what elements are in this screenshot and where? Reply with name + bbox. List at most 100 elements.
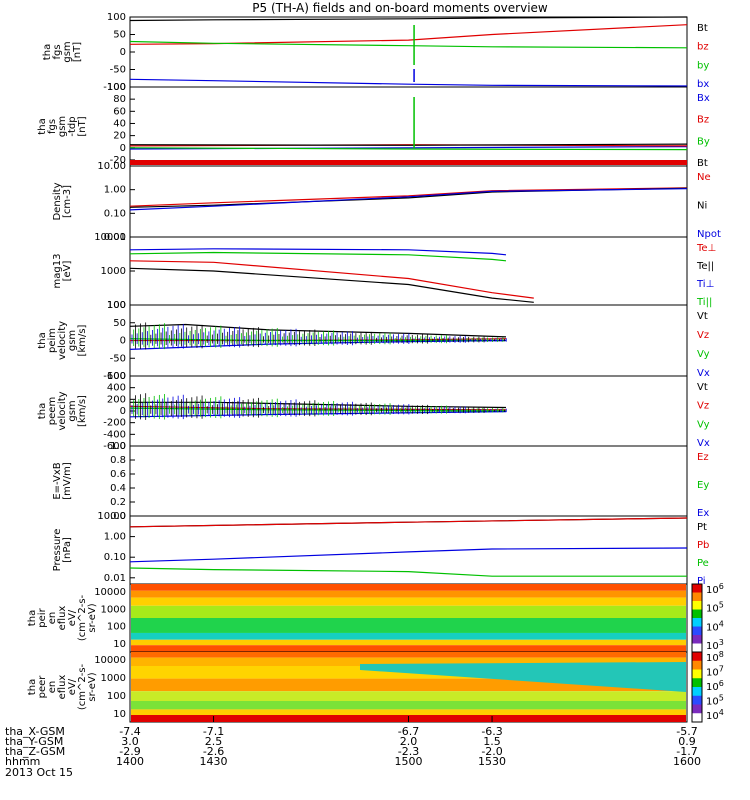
legend: Ne Ni Npot <box>697 172 721 240</box>
colorbar-tick-exp: 6 <box>719 679 724 688</box>
legend-Vy: Vy <box>697 419 710 430</box>
colorbar-segment <box>692 669 702 679</box>
panel-1: thafgsgsm[nT] 100 50 0 -50 -100 Bt bz by bx <box>42 12 709 93</box>
y-axis-label-line: E=-VxB <box>52 462 63 499</box>
legend-Ni: Ni <box>697 201 707 212</box>
y-axis-label-line: peir <box>37 607 48 627</box>
footer-value: 2.0 <box>400 735 418 748</box>
footer-row-label: tha_Y-GSM <box>5 735 63 748</box>
footer-value: 1500 <box>395 755 423 768</box>
y-tick-label: 0 <box>120 406 126 417</box>
y-tick-label: 0.01 <box>104 573 126 584</box>
y-tick-label: 100 <box>107 691 126 702</box>
legend-Te||: Te|| <box>696 261 714 272</box>
legend-bx: bx <box>697 79 709 90</box>
legend-Vt: Vt <box>697 382 708 393</box>
series-line-Te⊥ <box>129 260 534 299</box>
series-line-Npot <box>129 188 688 211</box>
footer-value: -2.9 <box>119 745 140 758</box>
y-tick-label: 400 <box>107 383 126 394</box>
legend-Bt: Bt <box>697 23 708 34</box>
y-axis-label-line: eflux <box>57 606 68 631</box>
y-tick-label: 10 <box>113 639 126 650</box>
colorbar-tick-exp: 7 <box>719 665 724 674</box>
colorbar-segment <box>692 584 702 593</box>
figure-title: P5 (TH-A) fields and on-board moments ov… <box>252 1 548 15</box>
footer-value: -2.6 <box>203 745 224 758</box>
panel-frame <box>129 445 688 517</box>
y-axis-label: thapeerenefluxeV/(cm^2-s-sr-eV) <box>27 663 98 710</box>
y-axis-label-line: peim <box>47 328 58 353</box>
series-line-Vx <box>129 339 507 350</box>
spectrogram-band <box>131 639 686 646</box>
y-axis-label-line: [nPa] <box>62 537 73 563</box>
y-axis-label-line: (cm^2-s- <box>77 663 88 710</box>
series-line-Ni <box>129 187 688 208</box>
colorbar-tick-label: 105 <box>706 601 724 615</box>
footer-value: -6.7 <box>398 725 419 738</box>
panels: thafgsgsm[nT]100500-50-100Btbzbybxthafgs… <box>27 12 724 723</box>
y-axis-label-line: tha <box>37 403 48 419</box>
colorbar-tick-base: 10 <box>706 653 719 664</box>
panel-4: mag13[eV] 10000 1000 100 Te⊥ Te|| Ti⊥ Ti|| <box>52 232 716 311</box>
legend-Vy: Vy <box>697 349 710 360</box>
spectrogram-band <box>131 584 686 591</box>
spectrogram-band <box>131 701 686 710</box>
y-axis-label-line: eV/ <box>67 609 78 626</box>
y-tick-label: -50 <box>110 353 126 364</box>
y-tick-label: 1000 <box>101 604 126 615</box>
y-axis-label-line: -tdp <box>67 116 78 136</box>
colorbar-segment <box>692 704 702 714</box>
footer-value: -2.3 <box>398 745 419 758</box>
spectrogram-band <box>131 709 686 715</box>
colorbar-segment <box>692 592 702 602</box>
panel-6: thapeemvelocitygsm[km/s] 6004002000-200-4… <box>37 371 710 452</box>
series-line-Bt <box>129 143 688 146</box>
y-tick-label: 1.00 <box>104 185 126 196</box>
y-tick-label: 10000 <box>94 655 126 666</box>
colorbar-tick-label: 106 <box>706 582 724 596</box>
legend-Bt: Bt <box>697 158 708 169</box>
legend-Te⊥: Te⊥ <box>696 243 716 254</box>
y-axis-label-line: [nT] <box>77 116 88 136</box>
colorbar-tick-label: 104 <box>706 619 724 633</box>
footer-value: -2.0 <box>481 745 502 758</box>
y-axis-label-line: [mV/m] <box>62 462 73 500</box>
y-tick-label: 50 <box>113 30 126 41</box>
y-axis-label: Pressure[nPa] <box>52 529 73 572</box>
bottom-band <box>130 160 687 165</box>
colorbar-tick-base: 10 <box>706 622 719 633</box>
y-tick-label: 100 <box>107 82 126 93</box>
panel-9: thapeirenefluxeV/(cm^2-s-sr-eV)100001000… <box>27 582 724 653</box>
legend-Npot: Npot <box>697 229 721 240</box>
colorbar-tick-base: 10 <box>706 604 719 615</box>
y-axis-label-line: eV/ <box>67 678 78 695</box>
y-tick-label: 10.00 <box>97 161 126 172</box>
legend: Pt Pb Pe Pi <box>697 522 709 587</box>
y-tick-label: 80 <box>113 94 126 105</box>
legend-Ex: Ex <box>697 508 709 519</box>
colorbar-tick-base: 10 <box>706 697 719 708</box>
series-line-Ne <box>129 187 688 207</box>
colorbar-segment <box>692 652 702 662</box>
panel-frame <box>129 86 688 167</box>
legend-Bx: Bx <box>697 93 710 104</box>
y-tick-label: 0.0 <box>110 511 126 522</box>
y-axis-label: thafgsgsm-tdp[nT] <box>37 116 88 137</box>
y-axis-label-line: peem <box>47 397 58 425</box>
y-tick-label: 40 <box>113 118 126 129</box>
y-axis-label: thafgsgsm[nT] <box>42 41 83 62</box>
y-axis-label: mag13[eV] <box>52 254 73 289</box>
xaxis-footer: tha_X-GSM -7.4 -7.1 -6.7 -6.3 -5.7 tha_Y-GSM 3.… <box>5 716 701 779</box>
footer-value: 1.5 <box>483 735 501 748</box>
y-axis-label-line: fgs <box>47 119 58 134</box>
footer-value: -7.1 <box>203 725 224 738</box>
y-axis-label-line: tha <box>42 44 53 60</box>
legend: Vt Vz Vy Vx <box>697 382 710 449</box>
y-axis-label-line: fgs <box>52 44 63 59</box>
colorbar-tick-exp: 5 <box>719 601 724 610</box>
series-line-bx <box>129 78 688 87</box>
spectrogram <box>131 652 686 722</box>
